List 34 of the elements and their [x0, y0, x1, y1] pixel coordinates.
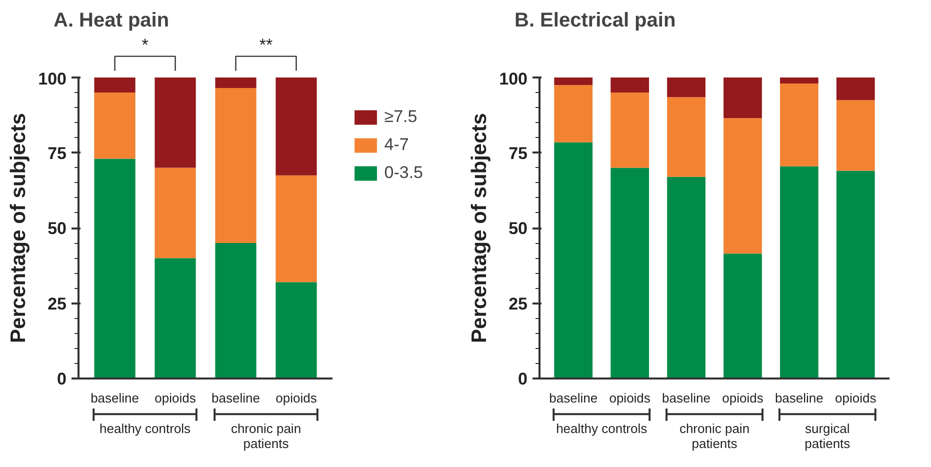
y-axis-title: Percentage of subjects [7, 113, 30, 343]
y-tick-label: 100 [499, 70, 528, 88]
x-tick-label: opioids [154, 390, 196, 406]
y-tick-label: 25 [48, 294, 67, 314]
y-tick-label: 75 [508, 144, 528, 163]
text: healthy controls [556, 420, 648, 436]
x-tick-label: opioids [276, 390, 318, 406]
chart-title: A. Heat pain [54, 10, 170, 32]
text: surgical patients [804, 420, 851, 451]
legend-label: 0-3.5 [384, 163, 423, 183]
text: chronic pain patients [679, 420, 750, 451]
x-tick-label: baseline [662, 390, 710, 406]
text: healthy controls [100, 420, 192, 436]
x-tick-label: baseline [774, 390, 824, 406]
x-tick-label: baseline [212, 390, 260, 406]
y-tick-label: 75 [48, 144, 67, 163]
y-tick-label: 0 [57, 370, 67, 388]
x-tick-label: opioids [722, 390, 764, 406]
y-axis-title: Percentage of subjects [468, 113, 492, 343]
legend-label: ≥7.5 [384, 107, 418, 127]
y-tick-label: 50 [508, 219, 528, 238]
x-tick-label: baseline [549, 390, 598, 406]
chart-title: B. Electrical pain [514, 10, 676, 32]
y-tick-label: 100 [38, 70, 67, 88]
text: chronic pain patients [230, 420, 302, 451]
y-tick-label: 0 [518, 370, 528, 388]
x-tick-label: baseline [90, 390, 140, 406]
x-tick-label: opioids [835, 390, 877, 406]
text: ** [259, 36, 273, 54]
text: * [142, 36, 149, 54]
y-tick-label: 25 [508, 294, 528, 314]
y-tick-label: 50 [48, 219, 67, 238]
x-tick-label: opioids [609, 390, 651, 406]
legend-label: 4-7 [384, 135, 409, 155]
